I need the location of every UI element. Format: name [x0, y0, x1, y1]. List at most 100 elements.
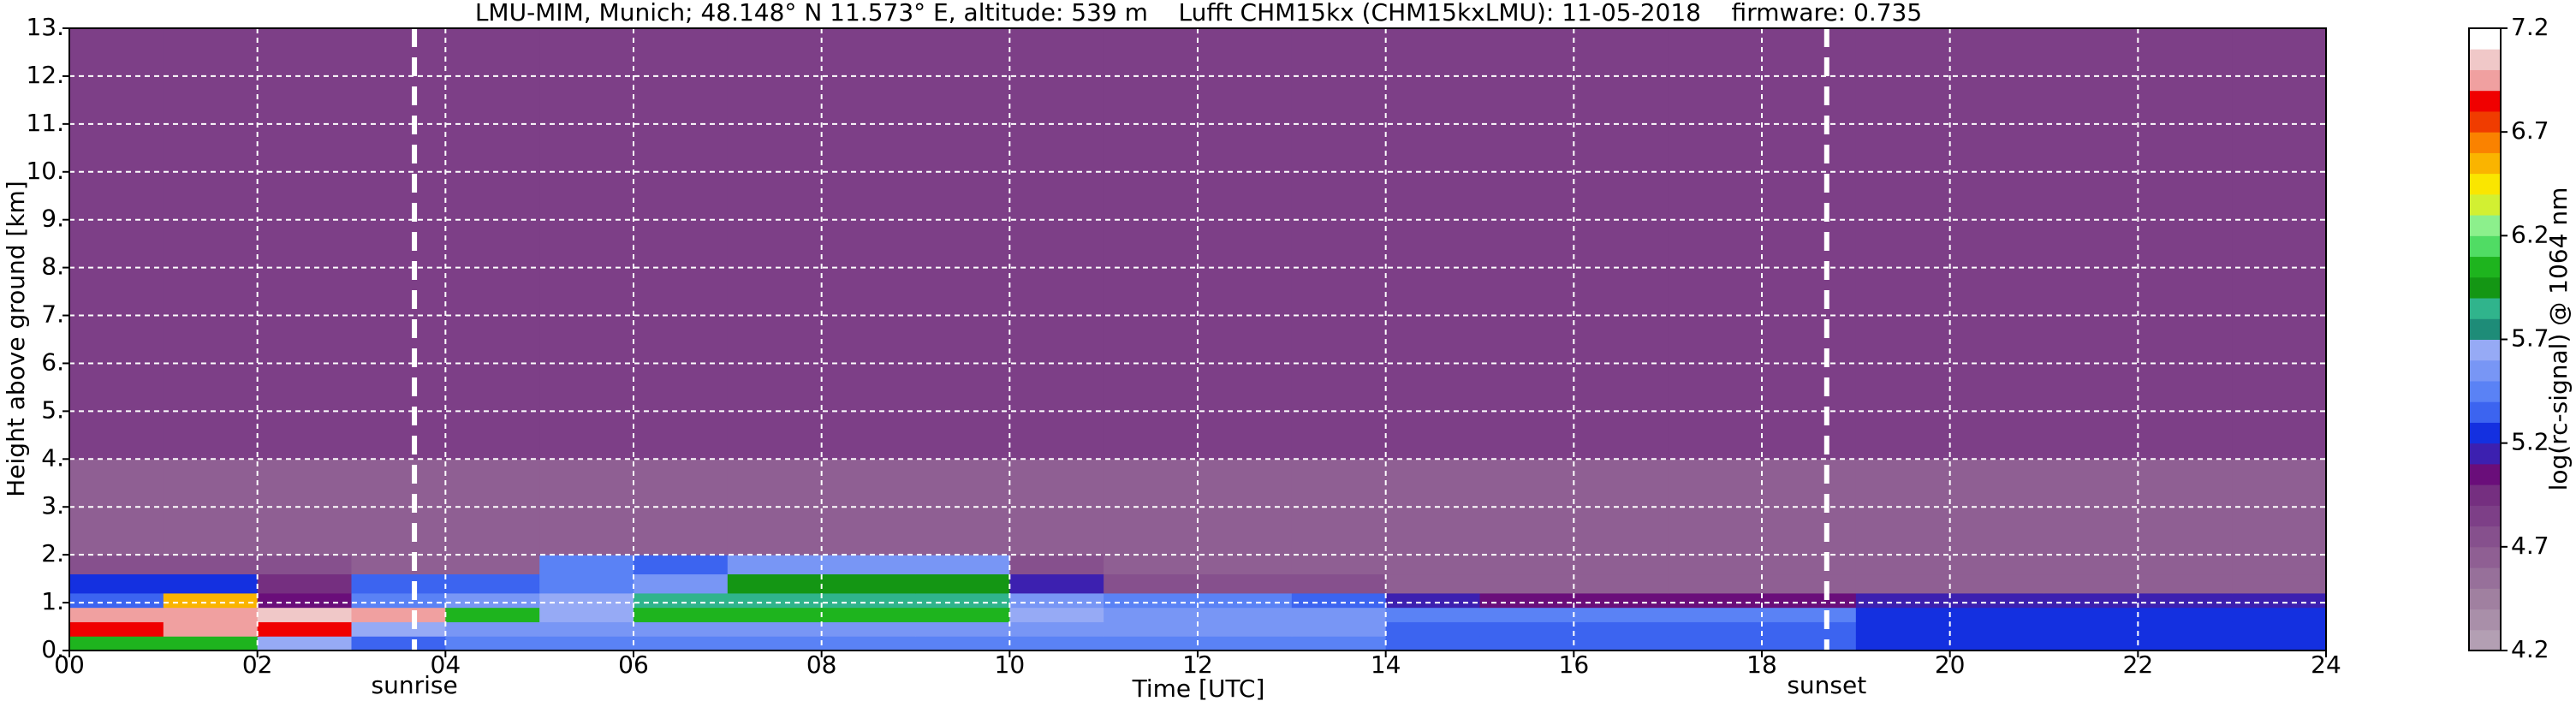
y-tick-label: 13.	[26, 13, 64, 41]
heatmap-cell	[1104, 28, 1199, 460]
heatmap-cell	[1855, 573, 1951, 594]
heatmap-cell	[351, 28, 446, 460]
colorbar-swatch	[2469, 49, 2501, 70]
heatmap-cell	[915, 636, 1010, 651]
heatmap-cell	[2044, 573, 2139, 594]
heatmap-cell	[821, 636, 916, 651]
heatmap-cell	[445, 573, 540, 594]
heatmap-cell	[1574, 621, 1669, 637]
heatmap-cell	[1574, 573, 1669, 594]
heatmap-cell	[1291, 592, 1387, 609]
heatmap-cell	[1009, 636, 1104, 651]
heatmap-cell	[69, 573, 164, 594]
y-tick-label: 10.	[26, 157, 64, 185]
heatmap-cell	[1198, 555, 1293, 575]
heatmap-cell	[727, 573, 823, 594]
heatmap-cell	[163, 621, 259, 637]
heatmap-cell	[1104, 592, 1199, 609]
heatmap-cell	[351, 621, 446, 637]
y-tick-label: 9.	[41, 205, 64, 233]
heatmap-cell	[1385, 573, 1480, 594]
heatmap-cell	[727, 621, 823, 637]
x-tick-label: 04	[431, 651, 461, 679]
x-tick-label: 14	[1371, 651, 1401, 679]
colorbar-swatch	[2469, 28, 2501, 50]
annotation-label: sunrise	[371, 671, 457, 699]
heatmap-cell	[1855, 555, 1951, 575]
heatmap-cell	[1949, 592, 2044, 609]
heatmap-cell	[2138, 28, 2233, 460]
heatmap-cell	[1104, 607, 1199, 622]
heatmap-cell	[69, 555, 164, 575]
colorbar-swatch	[2469, 567, 2501, 589]
heatmap-cell	[727, 636, 823, 651]
heatmap-cell	[1949, 636, 2044, 651]
heatmap-cell	[1762, 636, 1857, 651]
x-axis-label: Time [UTC]	[1132, 674, 1265, 703]
heatmap-cell	[2044, 621, 2139, 637]
heatmap-cell	[1385, 555, 1480, 575]
heatmap-cell	[1479, 573, 1574, 594]
heatmap-cell	[634, 621, 729, 637]
x-tick-label: 06	[618, 651, 649, 679]
heatmap-cell	[727, 607, 823, 622]
x-tick-label: 16	[1559, 651, 1590, 679]
heatmap-cell	[1009, 592, 1104, 609]
heatmap-cell	[1574, 555, 1669, 575]
heatmap-cell	[69, 28, 164, 460]
heatmap-cell	[1385, 636, 1480, 651]
heatmap-cell	[445, 607, 540, 622]
heatmap-cell	[1762, 573, 1857, 594]
colorbar-swatch	[2469, 380, 2501, 402]
heatmap-cell	[69, 592, 164, 609]
colorbar-swatch	[2469, 401, 2501, 423]
heatmap-cell	[1668, 555, 1763, 575]
heatmap-cell	[2232, 621, 2327, 637]
heatmap-cell	[257, 28, 352, 460]
colorbar-swatch	[2469, 69, 2501, 92]
heatmap-cell	[1949, 621, 2044, 637]
x-tick-label: 20	[1935, 651, 1966, 679]
colorbar-swatch	[2469, 110, 2501, 133]
heatmap-cell	[1198, 621, 1293, 637]
heatmap-cell	[1855, 28, 1951, 460]
heatmap-cell	[821, 621, 916, 637]
heatmap-cell	[1198, 28, 1293, 460]
heatmap-cell	[915, 592, 1010, 609]
heatmap-cell	[821, 573, 916, 594]
heatmap-cell	[1574, 28, 1669, 460]
heatmap-cell	[634, 555, 729, 575]
y-tick-label: 2.	[41, 539, 64, 567]
colorbar-swatch	[2469, 276, 2501, 299]
y-tick-label: 8.	[41, 253, 64, 281]
heatmap-cell	[1009, 607, 1104, 622]
heatmap-cell	[1855, 621, 1951, 637]
heatmap-cell	[1009, 555, 1104, 575]
heatmap-cell	[1291, 555, 1387, 575]
colorbar-swatch	[2469, 443, 2501, 465]
heatmap-cell	[1762, 607, 1857, 622]
heatmap-cell	[445, 621, 540, 637]
heatmap-cell	[1668, 592, 1763, 609]
heatmap-cell	[2138, 573, 2233, 594]
heatmap-cell	[1479, 636, 1574, 651]
heatmap-cell	[69, 636, 164, 651]
heatmap-cell	[634, 573, 729, 594]
heatmap-cell	[351, 555, 446, 575]
heatmap-cell	[1291, 636, 1387, 651]
annotation-label: sunset	[1787, 671, 1866, 699]
heatmap-cell	[2138, 592, 2233, 609]
heatmap-cell	[1198, 592, 1293, 609]
heatmap-cell	[539, 592, 634, 609]
heatmap-cell	[1855, 592, 1951, 609]
heatmap-cell	[257, 607, 352, 622]
heatmap-cell	[1009, 28, 1104, 460]
heatmap-cell	[2232, 636, 2327, 651]
colorbar-swatch	[2469, 215, 2501, 236]
heatmap-cell	[1479, 555, 1574, 575]
heatmap-cell	[727, 592, 823, 609]
heatmap-cell	[1479, 621, 1574, 637]
heatmap-cell	[445, 636, 540, 651]
x-tick-label: 24	[2311, 651, 2341, 679]
